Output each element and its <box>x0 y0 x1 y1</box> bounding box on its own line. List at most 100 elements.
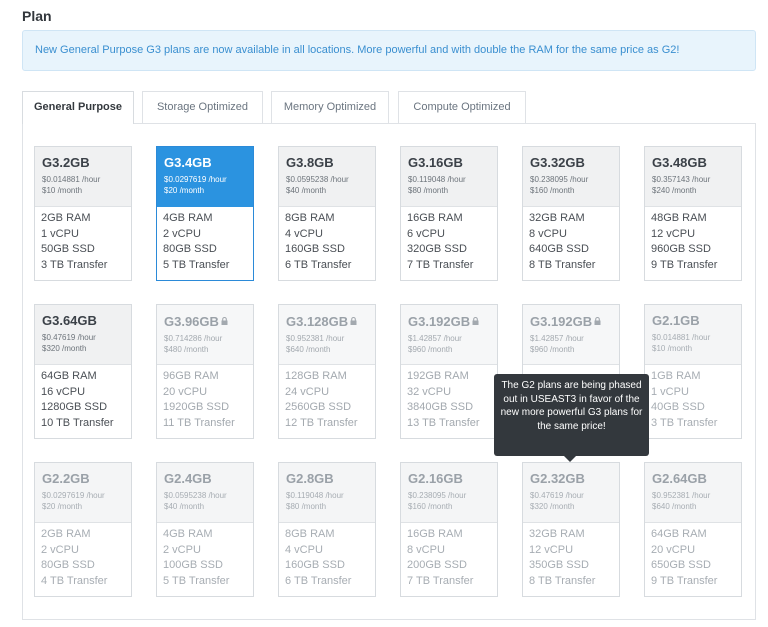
plan-card-header: G3.192GB $1.42857 /hour $960 /month <box>523 305 619 365</box>
plan-specs: 64GB RAM 16 vCPU 1280GB SSD 10 TB Transfer <box>35 365 131 431</box>
plan-ram: 192GB RAM <box>407 370 469 382</box>
plan-monthly-price: $960 /month <box>530 345 575 354</box>
plan-ram: 2GB RAM <box>41 528 91 540</box>
tab-memory-optimized[interactable]: Memory Optimized <box>271 91 389 123</box>
plan-card[interactable]: G3.64GB $0.47619 /hour $320 /month 64GB RAM… <box>34 304 132 439</box>
plan-ssd: 640GB SSD <box>529 243 589 255</box>
plan-ram: 32GB RAM <box>529 528 585 540</box>
plan-cpu: 12 vCPU <box>529 543 574 556</box>
plan-name: G3.64GB <box>42 313 131 329</box>
plan-hourly-price: $0.0595238 /hour <box>164 491 227 500</box>
plan-monthly-price: $80 /month <box>408 186 449 195</box>
plan-monthly-price: $640 /month <box>652 502 697 511</box>
plan-cpu: 20 vCPU <box>163 385 208 398</box>
plan-monthly-price: $160 /month <box>530 186 575 195</box>
plan-card[interactable]: G3.4GB $0.0297619 /hour $20 /month 4GB RAM 2… <box>156 146 254 281</box>
plan-name-text: G2.32GB <box>530 471 585 486</box>
plan-cpu: 6 vCPU <box>407 227 445 240</box>
plan-name: G2.32GB <box>530 471 619 487</box>
plan-card[interactable]: G2.64GB $0.952381 /hour $640 /month 64GB RA… <box>644 462 742 597</box>
plan-ram: 2GB RAM <box>41 212 91 224</box>
plan-cpu: 4 vCPU <box>285 227 323 240</box>
plan-specs: 2GB RAM 1 vCPU 50GB SSD 3 TB Transfer <box>35 207 131 273</box>
plan-ssd: 2560GB SSD <box>285 401 352 413</box>
plan-transfer: 12 TB Transfer <box>285 416 358 429</box>
plan-name-text: G3.192GB <box>408 314 471 329</box>
plan-hourly-price: $0.119048 /hour <box>408 175 466 184</box>
plan-ram: 32GB RAM <box>529 212 585 224</box>
plan-card-header: G3.96GB $0.714286 /hour $480 /month <box>157 305 253 365</box>
plan-name-text: G3.96GB <box>164 314 219 329</box>
plan-specs: 32GB RAM 8 vCPU 640GB SSD 8 TB Transfer <box>523 207 619 273</box>
tab-storage-optimized[interactable]: Storage Optimized <box>142 91 263 123</box>
plan-card-header: G3.128GB $0.952381 /hour $640 /month <box>279 305 375 365</box>
plan-card-header: G2.1GB $0.014881 /hour $10 /month <box>645 305 741 365</box>
plan-monthly-price: $10 /month <box>652 344 693 353</box>
plan-monthly-price: $320 /month <box>530 502 575 511</box>
plan-ssd: 160GB SSD <box>285 243 345 255</box>
plan-name: G3.4GB <box>164 155 253 171</box>
plan-name-text: G3.16GB <box>408 155 463 170</box>
plan-transfer: 7 TB Transfer <box>407 258 474 271</box>
plan-ram: 8GB RAM <box>285 212 335 224</box>
plan-card-header: G3.32GB $0.238095 /hour $160 /month <box>523 147 619 207</box>
plan-cpu: 32 vCPU <box>407 385 452 398</box>
plan-transfer: 4 TB Transfer <box>41 574 108 587</box>
plan-card[interactable]: G3.48GB $0.357143 /hour $240 /month 48GB RA… <box>644 146 742 281</box>
plan-hourly-price: $0.119048 /hour <box>286 491 344 500</box>
plan-name-text: G2.16GB <box>408 471 463 486</box>
plan-transfer: 3 TB Transfer <box>651 416 718 429</box>
plan-card[interactable]: G3.32GB $0.238095 /hour $160 /month 32GB RA… <box>522 146 620 281</box>
plan-card-header: G3.16GB $0.119048 /hour $80 /month <box>401 147 497 207</box>
plan-ram: 1GB RAM <box>651 370 701 382</box>
tab-general-purpose[interactable]: General Purpose <box>22 91 134 124</box>
plan-monthly-price: $640 /month <box>286 345 331 354</box>
plan-monthly-price: $960 /month <box>408 345 453 354</box>
plan-ssd: 200GB SSD <box>407 559 467 571</box>
plan-transfer: 11 TB Transfer <box>163 416 235 429</box>
plan-specs: 16GB RAM 8 vCPU 200GB SSD 7 TB Transfer <box>401 523 497 589</box>
plan-card[interactable]: G2.16GB $0.238095 /hour $160 /month 16GB RA… <box>400 462 498 597</box>
plan-card[interactable]: G3.96GB $0.714286 /hour $480 /month 96GB RA… <box>156 304 254 439</box>
plan-name: G2.2GB <box>42 471 131 487</box>
plan-card[interactable]: G3.8GB $0.0595238 /hour $40 /month 8GB RAM 4… <box>278 146 376 281</box>
plan-ssd: 100GB SSD <box>163 559 223 571</box>
plan-transfer: 5 TB Transfer <box>163 258 230 271</box>
plan-name: G2.16GB <box>408 471 497 487</box>
plan-monthly-price: $80 /month <box>286 502 327 511</box>
plan-ssd: 650GB SSD <box>651 559 711 571</box>
plan-card[interactable]: G3.128GB $0.952381 /hour $640 /month 128GB … <box>278 304 376 439</box>
plan-ram: 128GB RAM <box>285 370 347 382</box>
plan-specs: 32GB RAM 12 vCPU 350GB SSD 8 TB Transfer <box>523 523 619 589</box>
plan-name: G3.2GB <box>42 155 131 171</box>
plan-transfer: 7 TB Transfer <box>407 574 474 587</box>
plan-card[interactable]: G2.2GB $0.0297619 /hour $20 /month 2GB RAM 2… <box>34 462 132 597</box>
plan-specs: 192GB RAM 32 vCPU 3840GB SSD 13 TB Transfer <box>401 365 497 431</box>
lock-icon <box>350 313 357 329</box>
plan-monthly-price: $40 /month <box>164 502 205 511</box>
lock-icon <box>472 313 479 329</box>
plan-card[interactable]: G2.32GB $0.47619 /hour $320 /month 32GB RAM… <box>522 462 620 597</box>
plan-transfer: 10 TB Transfer <box>41 416 114 429</box>
plan-card[interactable]: G2.8GB $0.119048 /hour $80 /month 8GB RAM 4 … <box>278 462 376 597</box>
plan-card[interactable]: G3.192GB $1.42857 /hour $960 /month 192GB R… <box>400 304 498 439</box>
info-notice: New General Purpose G3 plans are now ava… <box>22 30 756 71</box>
plan-card[interactable]: G3.16GB $0.119048 /hour $80 /month 16GB RAM… <box>400 146 498 281</box>
plan-card[interactable]: G2.4GB $0.0595238 /hour $40 /month 4GB RAM 2… <box>156 462 254 597</box>
plan-ram: 48GB RAM <box>651 212 707 224</box>
tab-compute-optimized[interactable]: Compute Optimized <box>398 91 526 123</box>
plan-monthly-price: $20 /month <box>164 186 205 195</box>
plan-transfer: 3 TB Transfer <box>41 258 108 271</box>
plan-hourly-price: $0.47619 /hour <box>530 491 584 500</box>
plan-card[interactable]: G3.2GB $0.014881 /hour $10 /month 2GB RAM 1 … <box>34 146 132 281</box>
plan-ssd: 960GB SSD <box>651 243 711 255</box>
plan-transfer: 9 TB Transfer <box>651 258 718 271</box>
plan-ram: 4GB RAM <box>163 212 213 224</box>
plan-hourly-price: $0.714286 /hour <box>164 334 223 343</box>
tooltip-arrow <box>564 456 576 462</box>
plan-name-text: G3.8GB <box>286 155 334 170</box>
plan-specs: 4GB RAM 2 vCPU 100GB SSD 5 TB Transfer <box>157 523 253 589</box>
plan-name: G3.96GB <box>164 313 253 330</box>
plan-card-header: G2.32GB $0.47619 /hour $320 /month <box>523 463 619 523</box>
plan-card[interactable]: G2.1GB $0.014881 /hour $10 /month 1GB RAM 1 … <box>644 304 742 439</box>
